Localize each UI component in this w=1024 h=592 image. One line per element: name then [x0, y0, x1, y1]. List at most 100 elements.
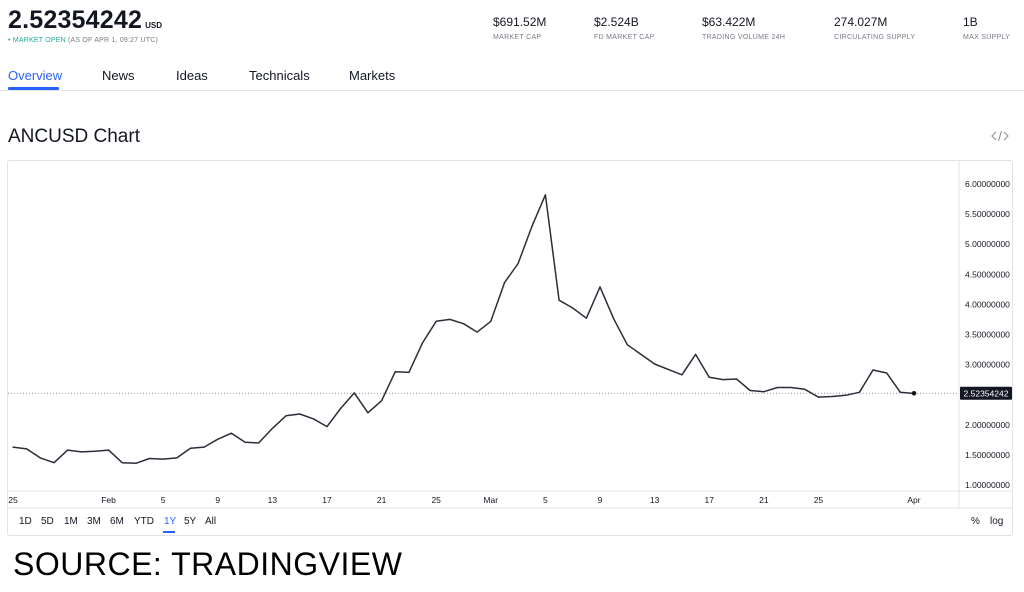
x-tick-label: 25 — [431, 495, 441, 505]
active-tab-indicator — [8, 87, 59, 90]
market-status: • MARKET OPEN (AS OF APR 1, 09:27 UTC) — [8, 37, 162, 44]
range-1m[interactable]: 1M — [64, 516, 78, 527]
data-point — [435, 320, 437, 322]
data-point — [749, 389, 751, 392]
range-1d[interactable]: 1D — [19, 516, 32, 527]
data-point — [558, 299, 560, 301]
tab-ideas[interactable]: Ideas — [176, 68, 208, 83]
data-point — [449, 318, 451, 320]
y-tick-label: 3.00000000 — [965, 360, 1010, 370]
source-caption: SOURCE: TRADINGVIEW — [13, 546, 403, 582]
range-1y[interactable]: 1Y — [164, 516, 177, 527]
x-tick-label: Mar — [483, 495, 498, 505]
tab-news[interactable]: News — [102, 68, 135, 83]
range-selector: 1D 5D 1M 3M 6M YTD 1Y 5Y All % log — [7, 508, 1013, 535]
x-tick-label: 21 — [759, 495, 769, 505]
stat-circulating-supply: 274.027M CIRCULATING SUPPLY — [834, 15, 915, 41]
range-all[interactable]: All — [205, 516, 217, 527]
last-price-dot — [911, 390, 917, 396]
data-point — [26, 448, 28, 450]
time-axis: 25 Feb 5 9 13 17 21 25 Mar 5 9 13 17 21 25 Apr — [8, 495, 921, 505]
y-tick-label: 3.50000000 — [965, 330, 1010, 340]
data-point — [312, 418, 314, 420]
data-point — [476, 331, 478, 333]
log-scale-toggle[interactable]: log — [990, 516, 1004, 527]
data-point — [244, 441, 246, 443]
y-tick-label: 6.00000000 — [965, 179, 1010, 189]
x-tick-label: 5 — [161, 495, 166, 505]
data-point — [517, 262, 519, 265]
data-point — [12, 446, 14, 448]
current-price: 2.52354242 — [8, 6, 143, 34]
chart-title: ANCUSD Chart — [8, 126, 140, 147]
data-point — [695, 353, 697, 355]
x-tick-label: Apr — [907, 495, 920, 505]
data-point — [394, 371, 396, 373]
code-embed-icon[interactable] — [990, 128, 1010, 144]
tab-overview[interactable]: Overview — [8, 68, 63, 83]
as-of-timestamp: (AS OF APR 1, 09:27 UTC) — [68, 37, 158, 44]
data-point — [654, 363, 656, 365]
y-tick-label: 5.00000000 — [965, 239, 1010, 249]
last-price-label-bg — [960, 386, 1012, 400]
percent-scale-toggle[interactable]: % — [971, 516, 980, 527]
data-point — [230, 432, 232, 434]
data-point — [203, 446, 205, 448]
data-point — [67, 449, 69, 451]
stat-value: $2.524B — [594, 15, 639, 29]
data-point — [708, 376, 710, 378]
x-tick-label: 17 — [322, 495, 332, 505]
stat-market-cap: $691.52M MARKET CAP — [493, 15, 546, 41]
data-point — [899, 391, 901, 393]
data-point — [804, 388, 806, 390]
range-ytd[interactable]: YTD — [134, 516, 154, 527]
y-tick-label: 2.00000000 — [965, 420, 1010, 430]
x-tick-label: Feb — [101, 495, 116, 505]
data-point — [490, 320, 492, 322]
market-open-text: MARKET OPEN — [12, 37, 66, 44]
y-tick-label: 1.00000000 — [965, 480, 1010, 490]
stat-label: MARKET CAP — [493, 34, 542, 41]
market-open-dot-icon: • — [8, 37, 11, 44]
y-tick-label: 1.50000000 — [965, 450, 1010, 460]
data-point — [94, 450, 96, 452]
stat-value: 1B — [963, 15, 978, 29]
data-point — [585, 317, 588, 319]
tab-bar: Overview News Ideas Technicals Markets — [0, 60, 1024, 91]
tab-technicals[interactable]: Technicals — [249, 68, 310, 83]
data-point — [148, 457, 151, 460]
data-point — [53, 462, 55, 464]
data-point — [544, 194, 547, 196]
range-6m[interactable]: 6M — [110, 516, 124, 527]
data-point — [722, 379, 724, 381]
data-point — [162, 458, 164, 460]
data-point — [285, 415, 287, 417]
data-point — [845, 394, 847, 396]
last-price-label: 2.52354242 — [964, 388, 1009, 398]
active-range-indicator — [163, 531, 175, 533]
chart-container — [7, 160, 1013, 536]
x-tick-label: 13 — [268, 495, 278, 505]
x-tick-label: 5 — [543, 495, 548, 505]
x-tick-label: 25 — [8, 495, 18, 505]
x-tick-label: 21 — [377, 495, 387, 505]
stat-value: $63.422M — [702, 15, 756, 29]
range-3m[interactable]: 3M — [87, 516, 101, 527]
price-axis: 6.00000000 5.50000000 5.00000000 4.50000000… — [965, 179, 1010, 490]
data-point — [858, 391, 861, 393]
data-point — [776, 386, 779, 389]
stat-max-supply: 1B MAX SUPPLY — [963, 15, 1010, 41]
range-5y[interactable]: 5Y — [184, 516, 197, 527]
data-point — [831, 395, 833, 398]
tab-markets[interactable]: Markets — [349, 68, 396, 83]
data-point — [39, 457, 41, 459]
stat-trading-volume: $63.422M TRADING VOLUME 24H — [702, 15, 785, 41]
stat-label: TRADING VOLUME 24H — [702, 34, 786, 41]
x-tick-label: 13 — [650, 495, 660, 505]
y-tick-label: 4.00000000 — [965, 299, 1010, 309]
series-points — [12, 194, 915, 464]
data-point — [271, 427, 273, 429]
range-5d[interactable]: 5D — [41, 516, 54, 527]
series-line — [12, 194, 915, 465]
